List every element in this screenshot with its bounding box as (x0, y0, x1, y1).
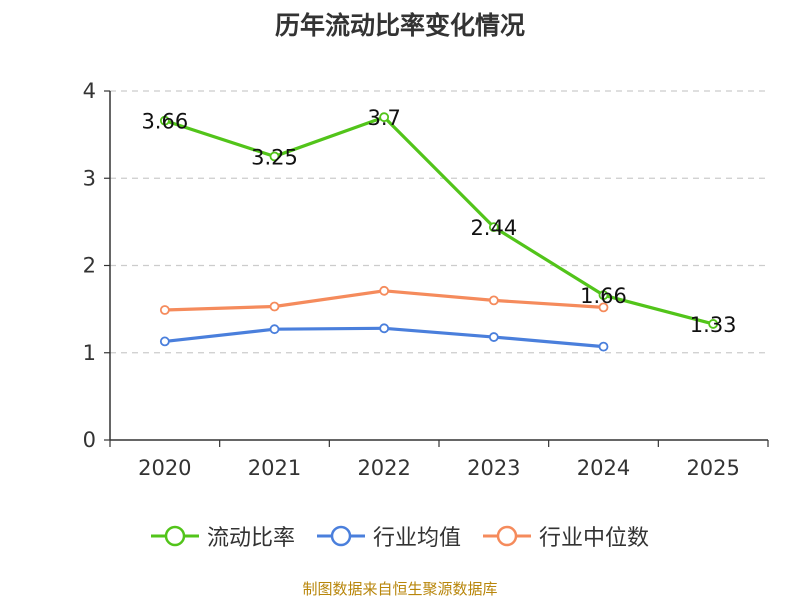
data-point (379, 323, 390, 334)
data-point (159, 115, 170, 126)
data-label: 2.44 (470, 216, 517, 240)
legend-marker-icon (483, 525, 531, 547)
data-point (598, 341, 609, 352)
legend-item[interactable]: 行业中位数 (483, 520, 649, 552)
data-point (379, 112, 390, 123)
data-point (269, 301, 280, 312)
data-label: 3.66 (141, 110, 188, 134)
data-point (269, 324, 280, 335)
chart-title: 历年流动比率变化情况 (274, 11, 525, 40)
legend-marker-icon (316, 525, 365, 547)
x-tick-label: 2024 (577, 456, 630, 480)
data-label: 1.66 (580, 284, 627, 308)
legend-item[interactable]: 行业均值 (316, 520, 461, 552)
data-point (488, 332, 499, 342)
data-point (379, 285, 390, 296)
data-point (269, 151, 280, 162)
x-tick-label: 2023 (467, 456, 520, 480)
data-label: 3.25 (251, 145, 298, 169)
x-tick-label: 2021 (248, 456, 301, 480)
source-note: 制图数据来自恒生聚源数据库 (302, 580, 498, 598)
data-point (598, 302, 609, 313)
data-point (598, 290, 609, 301)
legend-item[interactable]: 流动比率 (150, 520, 295, 552)
data-point (488, 222, 499, 233)
y-tick-label: 3 (83, 166, 96, 190)
series-line-0 (164, 115, 714, 326)
legend-label: 行业中位数 (539, 526, 650, 551)
y-tick-label: 0 (83, 428, 96, 452)
legend-label: 行业均值 (372, 526, 461, 551)
legend-label: 流动比率 (206, 526, 295, 551)
data-point (488, 295, 499, 306)
x-tick-label: 2022 (357, 456, 410, 480)
data-point (159, 305, 170, 315)
y-tick-label: 4 (83, 79, 96, 103)
x-tick-label: 2025 (686, 456, 739, 480)
data-point (708, 319, 719, 329)
x-tick-label: 2020 (138, 456, 191, 480)
legend-marker-icon (150, 525, 199, 547)
data-label: 1.33 (690, 313, 737, 337)
data-point (159, 336, 170, 347)
y-tick-label: 2 (83, 254, 96, 278)
data-label: 3.7 (367, 106, 400, 130)
legend: 流动比率 行业均值 行业中位数 (0, 520, 800, 552)
y-tick-label: 1 (83, 341, 96, 365)
